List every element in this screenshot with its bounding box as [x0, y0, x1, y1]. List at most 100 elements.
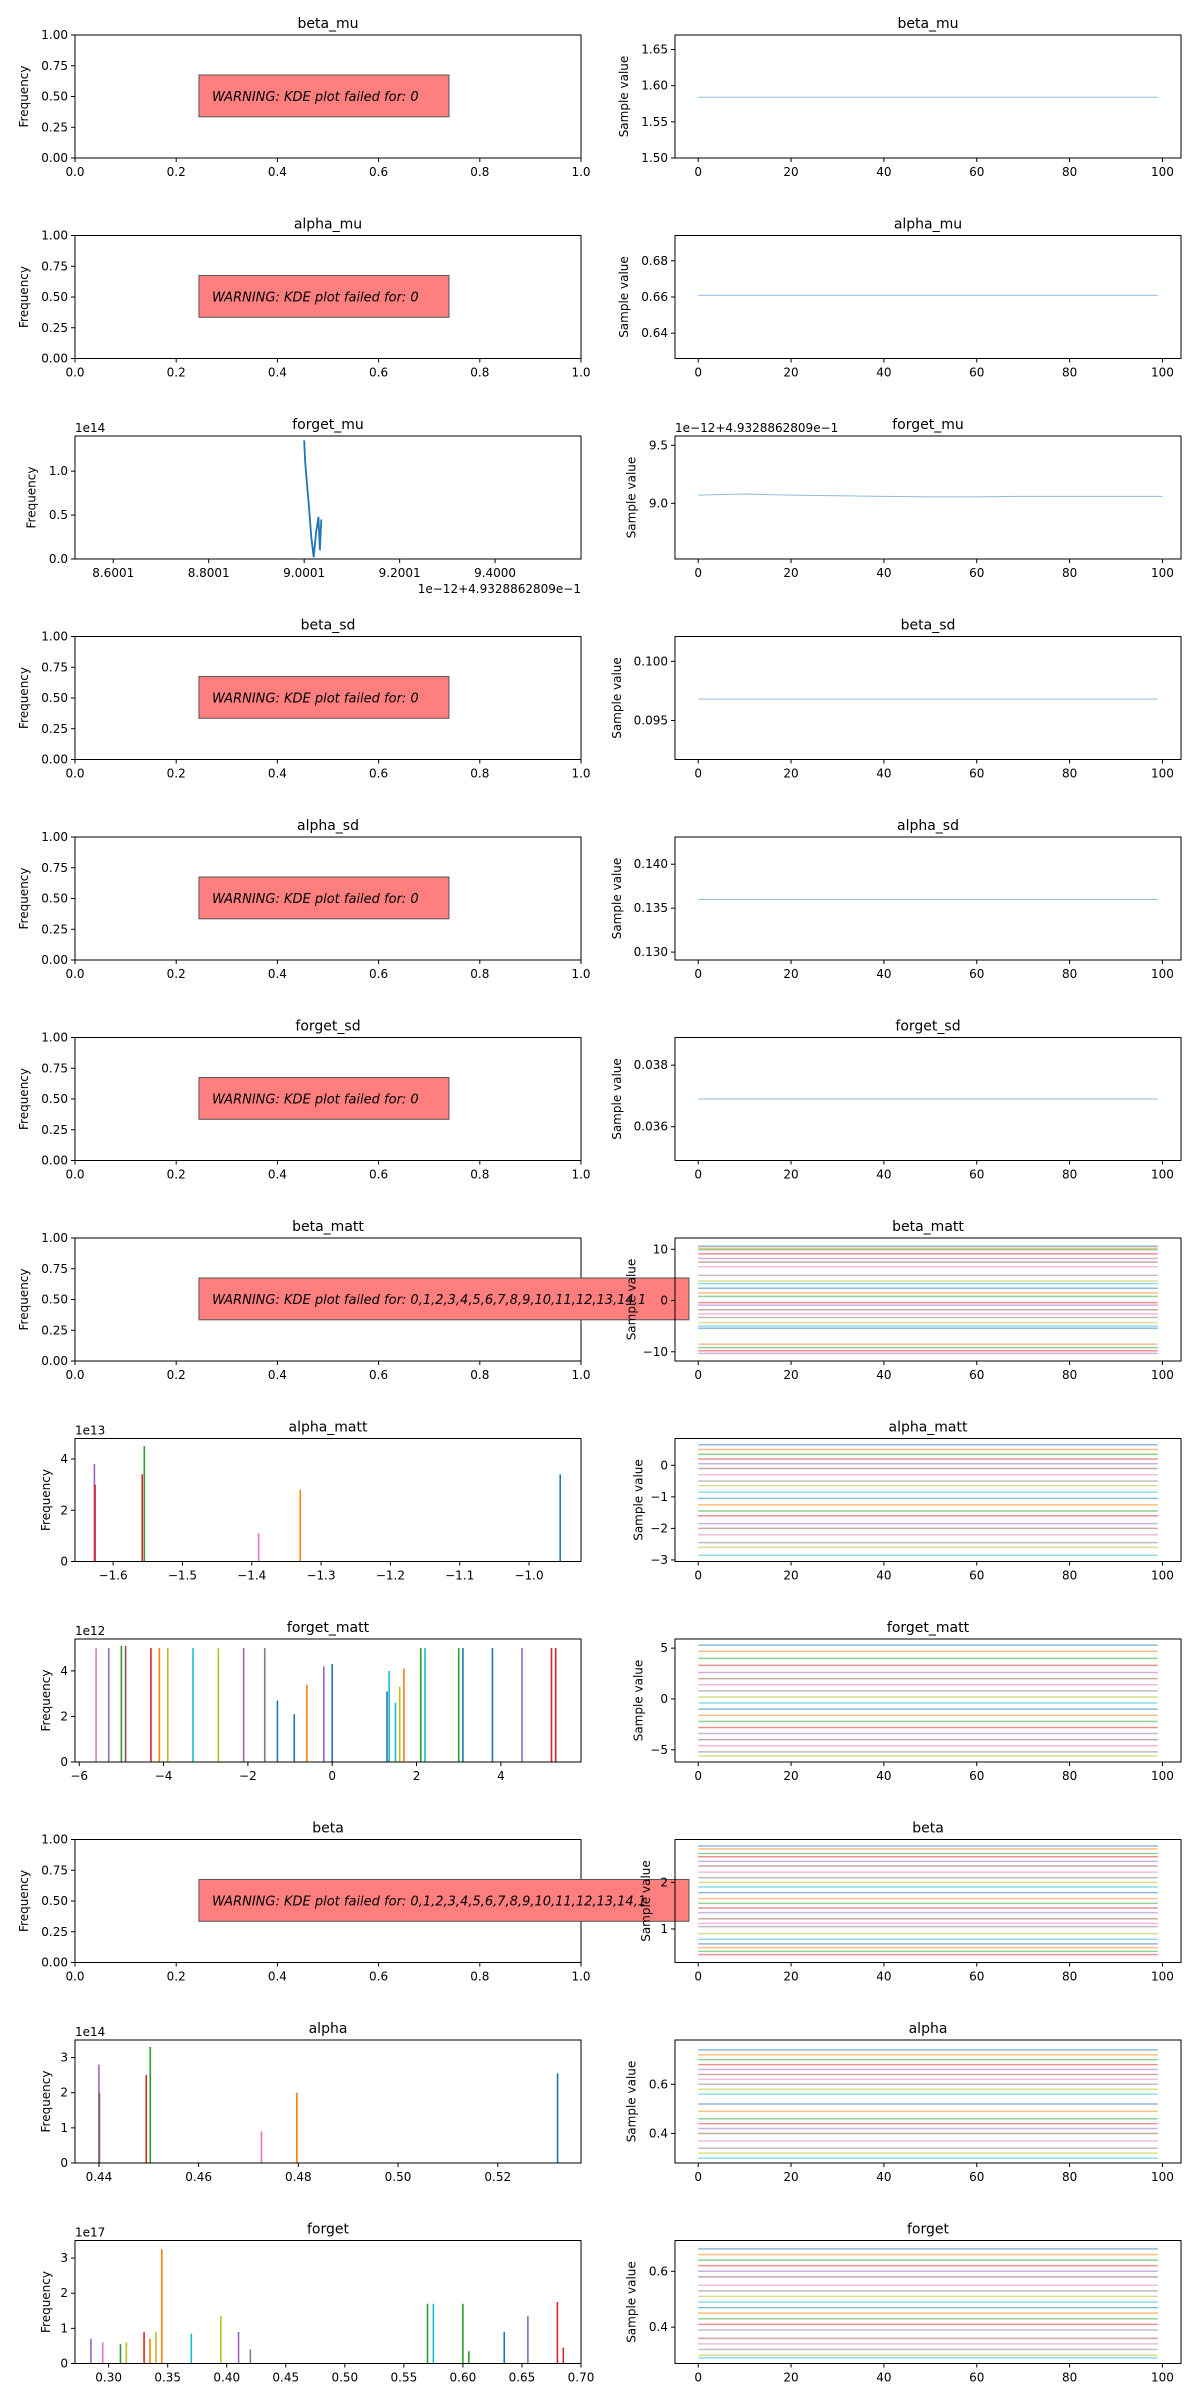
x-tick-label: 0.2: [167, 165, 186, 179]
x-tick-label: −6: [70, 1769, 88, 1783]
x-tick-label: 0.46: [185, 2170, 212, 2184]
y-tick-label: 0.50: [41, 90, 68, 104]
x-tick-label: 0.2: [167, 1168, 186, 1182]
data-layer: [698, 1644, 1158, 1757]
warning-box: [198, 274, 450, 318]
x-tick-label: 0.6: [369, 165, 388, 179]
y-tick-label: 0: [660, 1458, 668, 1472]
x-tick-label: 40: [876, 1769, 891, 1783]
x-tick-label: 40: [876, 967, 891, 981]
x-tick-label: 0: [694, 366, 702, 380]
y-tick-label: 0.135: [634, 901, 668, 915]
y-tick-label: 0.75: [41, 1863, 68, 1877]
y-tick-label: 0.00: [41, 1354, 68, 1368]
y-tick-label: −5: [650, 1743, 668, 1757]
panel-title: beta_matt: [292, 1219, 364, 1235]
y-tick-label: 0.038: [634, 1058, 668, 1072]
x-tick-label: 1.0: [571, 1368, 590, 1382]
x-tick-label: 20: [783, 366, 798, 380]
y-axis-label: Sample value: [632, 1660, 646, 1742]
x-tick-label: 0: [694, 1168, 702, 1182]
x-tick-label: 8.6001: [92, 566, 134, 580]
x-tick-label: 0.6: [369, 967, 388, 981]
y-tick-label: 1: [60, 2321, 68, 2335]
x-tick-label: −1.0: [514, 1569, 543, 1583]
x-tick-label: 100: [1151, 967, 1174, 981]
y-axis-label: Frequency: [17, 1269, 31, 1331]
y-tick-label: 0.00: [41, 753, 68, 767]
warning-text: WARNING: KDE plot failed for: 0: [212, 90, 419, 105]
x-tick-label: 40: [876, 1368, 891, 1382]
y-tick-label: 1.0: [49, 464, 68, 478]
x-tick-label: 0.0: [65, 767, 84, 781]
y-tick-label: 0.036: [634, 1120, 668, 1134]
x-tick-label: 0.6: [369, 767, 388, 781]
x-tick-label: −1.1: [445, 1569, 474, 1583]
data-layer: [698, 493, 1163, 498]
x-tick-label: 60: [969, 767, 984, 781]
x-tick-label: 0.8: [470, 1368, 489, 1382]
y-axis-label: Frequency: [17, 667, 31, 729]
x-tick-label: 2: [413, 1769, 421, 1783]
y-tick-label: 1.00: [41, 1833, 68, 1847]
axes-frame: [674, 636, 1182, 760]
x-tick-label: 0: [694, 2170, 702, 2184]
y-tick-label: 0.25: [41, 1323, 68, 1337]
x-tick-label: 1.0: [571, 967, 590, 981]
y-axis-label: Frequency: [17, 868, 31, 930]
x-tick-label: 0.8: [470, 165, 489, 179]
y-axis-label: Frequency: [24, 467, 38, 529]
axes-frame: [674, 2039, 1182, 2164]
x-tick-label: 60: [969, 2371, 984, 2385]
y-tick-label: 0.25: [41, 1925, 68, 1939]
x-tick-label: 1.0: [571, 1970, 590, 1984]
x-tick-label: 100: [1151, 2170, 1174, 2184]
warning-text: WARNING: KDE plot failed for: 0,1,2,3,4,…: [212, 1894, 646, 1909]
y-tick-label: 0.66: [641, 290, 668, 304]
y-tick-label: 3: [60, 2251, 68, 2265]
panel-beta_matt-kde: 0.0 0.2 0.4 0.6 0.8 1.0 0.00 0.25 0.50 0.75 1.00 be…: [17, 1219, 590, 1382]
y-tick-label: 1.00: [41, 1031, 68, 1045]
axes-frame: [674, 34, 1182, 159]
y-tick-label: 0.50: [41, 892, 68, 906]
x-tick-label: 40: [876, 1168, 891, 1182]
axes-frame: [674, 1037, 1182, 1161]
x-tick-label: 0.2: [167, 967, 186, 981]
y-tick-label: 0.50: [41, 1894, 68, 1908]
x-tick-label: 20: [783, 2170, 798, 2184]
panel-title: alpha_matt: [288, 1420, 368, 1436]
y-tick-label: 3: [60, 2051, 68, 2065]
panel-title: beta_sd: [901, 618, 956, 634]
x-tick-label: −4: [155, 1769, 173, 1783]
x-tick-label: 100: [1151, 165, 1174, 179]
x-tick-label: 60: [969, 1970, 984, 1984]
axes-frame: [74, 2240, 582, 2364]
x-tick-label: 0.2: [167, 767, 186, 781]
x-tick-label: 0.8: [470, 366, 489, 380]
x-tick-label: 80: [1062, 1970, 1077, 1984]
panel-alpha_mu-trace: 0 20 40 60 80 100 0.64 0.66 0.68 alpha_mu Sample v…: [617, 217, 1182, 380]
axes-frame: [74, 1638, 582, 1763]
x-tick-label: 40: [876, 366, 891, 380]
x-tick-label: 40: [876, 2170, 891, 2184]
y-tick-label: 0.50: [41, 1293, 68, 1307]
y-tick-label: 1.00: [41, 28, 68, 42]
x-tick-label: 0.45: [272, 2371, 299, 2385]
y-axis-label: Sample value: [624, 1259, 638, 1341]
panel-title: alpha_sd: [297, 818, 359, 834]
y-tick-label: 0.00: [41, 352, 68, 366]
y-tick-label: 2: [60, 1503, 68, 1517]
y-tick-label: 0.00: [41, 953, 68, 967]
x-tick-label: 40: [876, 767, 891, 781]
panel-alpha-kde: 0.44 0.46 0.48 0.50 0.52 0 1 2 3 alpha Frequency 1e…: [39, 2021, 582, 2184]
x-tick-label: 0.2: [167, 366, 186, 380]
warning-text: WARNING: KDE plot failed for: 0: [212, 290, 419, 305]
x-tick-label: 0.4: [268, 165, 287, 179]
panel-forget_sd-trace: 0 20 40 60 80 100 0.036 0.038 forget_sd Sample va…: [610, 1019, 1182, 1182]
y-tick-label: 0.5: [49, 508, 68, 522]
y-tick-label: 0.64: [641, 326, 668, 340]
y-tick-label: 0.75: [41, 59, 68, 73]
panel-title: forget_matt: [287, 1620, 370, 1636]
x-tick-label: 0.35: [154, 2371, 181, 2385]
x-tick-label: 4: [497, 1769, 505, 1783]
